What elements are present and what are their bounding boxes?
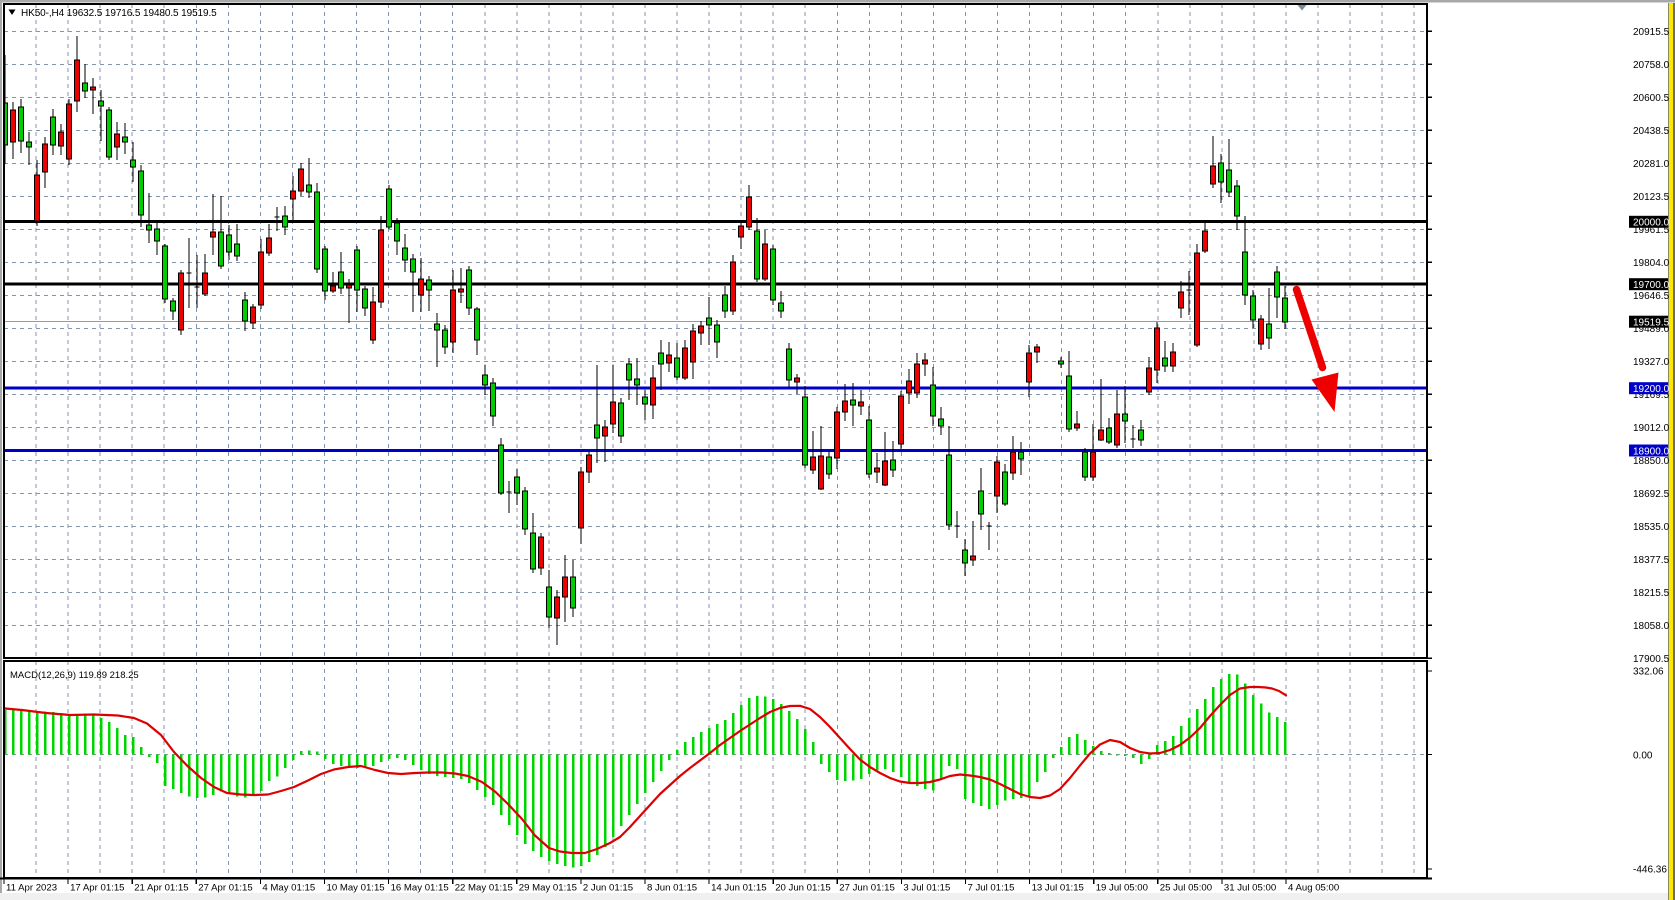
svg-text:0.00: 0.00 (1633, 750, 1653, 761)
svg-text:19489.0: 19489.0 (1633, 324, 1670, 335)
svg-text:20438.5: 20438.5 (1633, 126, 1670, 137)
svg-text:13 Jul 01:15: 13 Jul 01:15 (1032, 883, 1084, 894)
svg-text:19519.5: 19519.5 (1633, 318, 1670, 329)
svg-text:31 Jul 05:00: 31 Jul 05:00 (1224, 883, 1276, 894)
svg-text:20758.0: 20758.0 (1633, 60, 1670, 71)
svg-text:20123.5: 20123.5 (1633, 192, 1670, 203)
svg-text:4 Aug 05:00: 4 Aug 05:00 (1288, 883, 1339, 894)
svg-text:18215.5: 18215.5 (1633, 588, 1670, 599)
svg-text:16 May 01:15: 16 May 01:15 (391, 883, 449, 894)
svg-text:4 May 01:15: 4 May 01:15 (262, 883, 315, 894)
svg-text:332.06: 332.06 (1633, 667, 1664, 678)
svg-text:8 Jun 01:15: 8 Jun 01:15 (647, 883, 697, 894)
svg-text:18058.0: 18058.0 (1633, 621, 1670, 632)
svg-text:11 Apr 2023: 11 Apr 2023 (6, 883, 57, 894)
svg-text:20281.0: 20281.0 (1633, 159, 1670, 170)
svg-text:20915.5: 20915.5 (1633, 27, 1670, 38)
svg-text:19012.0: 19012.0 (1633, 423, 1670, 434)
svg-text:19804.0: 19804.0 (1633, 258, 1670, 269)
svg-text:29 May 01:15: 29 May 01:15 (519, 883, 577, 894)
svg-text:25 Jul 05:00: 25 Jul 05:00 (1160, 883, 1212, 894)
svg-text:18692.5: 18692.5 (1633, 489, 1670, 500)
svg-text:27 Jun 01:15: 27 Jun 01:15 (839, 883, 894, 894)
svg-text:17 Apr 01:15: 17 Apr 01:15 (70, 883, 124, 894)
svg-text:14 Jun 01:15: 14 Jun 01:15 (711, 883, 766, 894)
svg-text:3 Jul 01:15: 3 Jul 01:15 (903, 883, 950, 894)
svg-text:19200.0: 19200.0 (1633, 384, 1670, 395)
svg-text:18900.0: 18900.0 (1633, 446, 1670, 457)
svg-text:20 Jun 01:15: 20 Jun 01:15 (775, 883, 830, 894)
svg-text:22 May 01:15: 22 May 01:15 (455, 883, 513, 894)
svg-text:18377.5: 18377.5 (1633, 555, 1670, 566)
svg-text:21 Apr 01:15: 21 Apr 01:15 (134, 883, 188, 894)
svg-text:MACD(12,26,9) 119.89 218.25: MACD(12,26,9) 119.89 218.25 (10, 670, 139, 681)
svg-text:18850.0: 18850.0 (1633, 456, 1670, 467)
svg-text:19961.5: 19961.5 (1633, 225, 1670, 236)
svg-text:20000.0: 20000.0 (1633, 218, 1670, 229)
svg-text:19169.5: 19169.5 (1633, 390, 1670, 401)
svg-text:19327.0: 19327.0 (1633, 357, 1670, 368)
svg-text:-446.36: -446.36 (1633, 865, 1667, 876)
svg-text:27 Apr 01:15: 27 Apr 01:15 (198, 883, 252, 894)
svg-text:19 Jul 05:00: 19 Jul 05:00 (1096, 883, 1148, 894)
svg-text:18535.0: 18535.0 (1633, 522, 1670, 533)
svg-text:7 Jul 01:15: 7 Jul 01:15 (968, 883, 1015, 894)
svg-text:19700.0: 19700.0 (1633, 280, 1670, 291)
svg-text:19646.5: 19646.5 (1633, 291, 1670, 302)
svg-text:HK50-,H4 19632.5 19716.5 1948: HK50-,H4 19632.5 19716.5 19480.5 19519.5 (21, 8, 217, 19)
svg-text:10 May 01:15: 10 May 01:15 (327, 883, 385, 894)
svg-text:17900.5: 17900.5 (1633, 654, 1670, 665)
svg-text:2 Jun 01:15: 2 Jun 01:15 (583, 883, 633, 894)
svg-text:20600.5: 20600.5 (1633, 93, 1670, 104)
